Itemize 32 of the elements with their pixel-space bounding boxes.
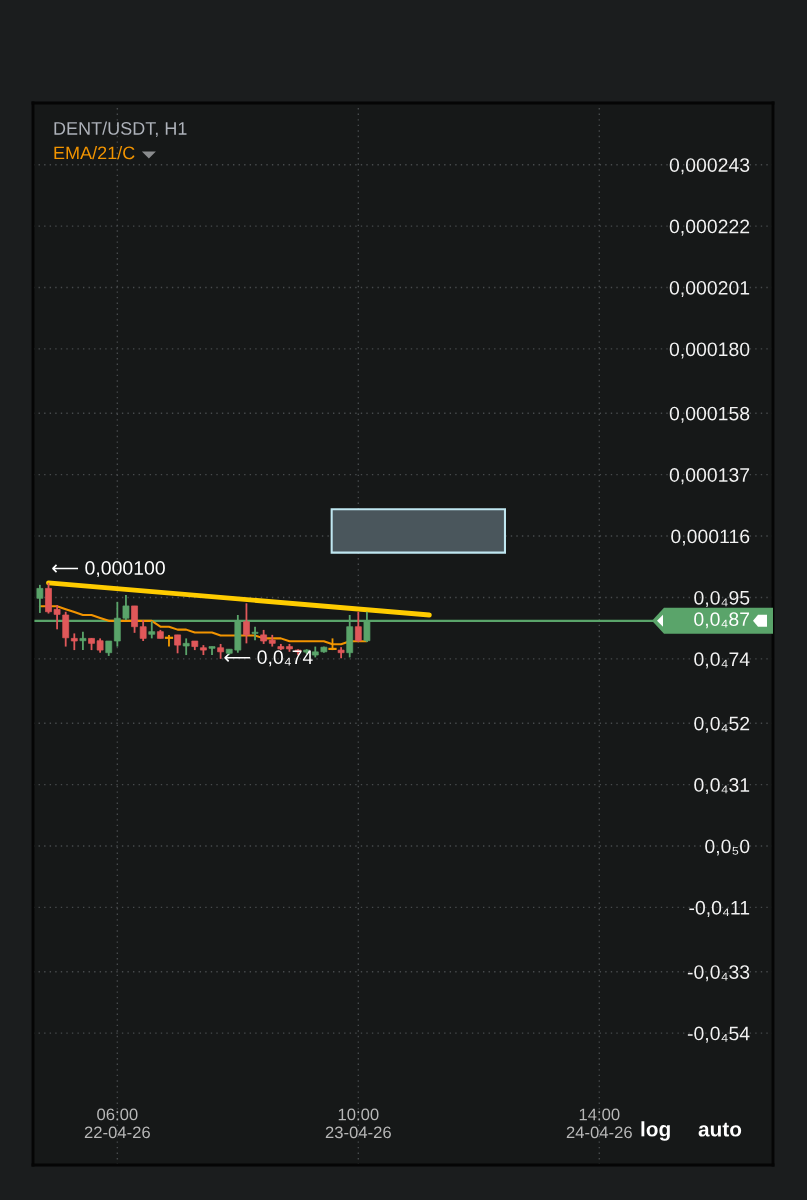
- y-tick-label: -0,0₄33: [687, 965, 750, 982]
- y-tick-label: 0,000116: [671, 529, 750, 546]
- y-tick-label: 0,000137: [669, 468, 750, 485]
- y-tick-label: 0,000222: [669, 219, 750, 236]
- x-tick-label: 06:00 22-04-26: [84, 1108, 150, 1139]
- y-tick-label: 0,000243: [669, 158, 750, 175]
- x-tick-label: 10:00 23-04-26: [325, 1108, 391, 1139]
- annotation: log: [641, 1121, 670, 1141]
- x-tick-label: 14:00 24-04-26: [566, 1108, 632, 1139]
- y-tick-label: 0,0₄31: [694, 778, 750, 795]
- candlestick: [79, 630, 87, 651]
- candlestick: [164, 633, 174, 648]
- annotation: auto: [698, 1122, 742, 1137]
- text: EMA/21/C: [54, 146, 135, 160]
- y-tick-label: 0,0₄95: [694, 590, 750, 607]
- y-tick-label: 0,0₄52: [694, 716, 750, 733]
- text: DENT/USDT, H1: [54, 121, 187, 137]
- y-tick-label: -0,0₄11: [689, 900, 750, 917]
- ref-line-label: 0,0₄87: [694, 612, 750, 629]
- y-tick-label: 0,000158: [669, 406, 750, 423]
- y-tick-label: 0,0₄74: [694, 652, 750, 669]
- annotation: ⟵ 0,0₄74: [224, 650, 313, 667]
- candlestick: [174, 633, 181, 655]
- candlestick: [243, 602, 250, 645]
- y-tick-label: 0,0₅0: [705, 839, 750, 856]
- candlestick: [251, 625, 259, 642]
- y-tick-label: -0,0₄54: [687, 1026, 750, 1043]
- y-tick-label: 0,000180: [669, 342, 750, 359]
- candlestick: [36, 583, 44, 614]
- candlestick: [354, 610, 362, 643]
- y-tick-label: 0,000201: [669, 280, 750, 298]
- annotation: ⟵ 0,000100: [52, 561, 165, 578]
